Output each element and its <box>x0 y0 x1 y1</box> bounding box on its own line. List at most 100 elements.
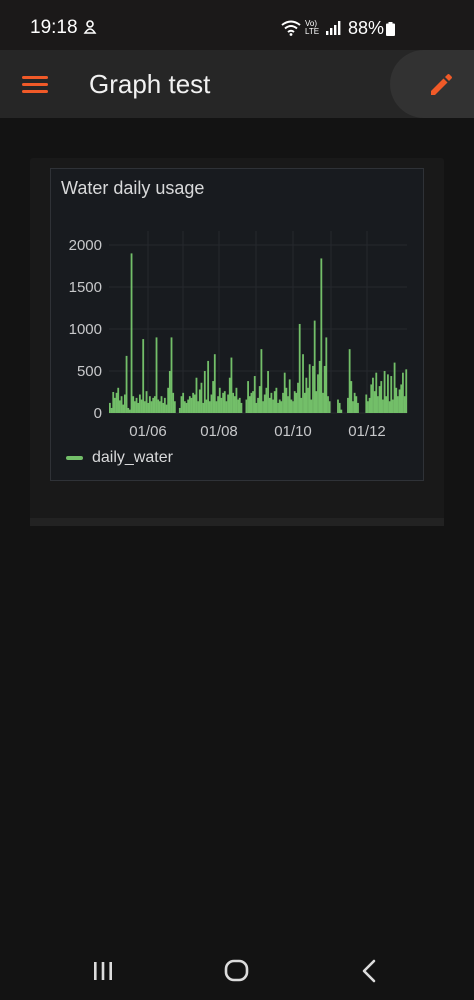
chart-bar <box>377 396 379 413</box>
water-usage-chart: 0 500 1000 1500 2000 01/06 01/08 01/10 01/12 <box>69 231 408 439</box>
chart-bar <box>267 371 269 413</box>
chart-bar <box>275 387 278 413</box>
chart-bar <box>328 401 331 413</box>
chart-bar <box>202 402 205 413</box>
edit-button[interactable] <box>390 50 474 118</box>
chart-bar <box>217 396 220 413</box>
system-nav-bar <box>0 940 474 1000</box>
chart-bar <box>253 376 256 413</box>
chart-bar <box>110 407 113 413</box>
chart-bar <box>215 401 218 413</box>
chart-bar <box>322 392 324 413</box>
chart-bar <box>127 407 130 413</box>
chart-bar <box>298 323 301 413</box>
chart-legend[interactable]: daily_water <box>66 449 173 467</box>
chart-bar <box>142 339 145 413</box>
status-time: 19:18 <box>30 17 78 38</box>
chart-bar <box>258 386 261 413</box>
chart-bar <box>402 372 404 413</box>
chart-bar <box>247 381 249 413</box>
panel-title: Water daily usage <box>61 178 205 198</box>
chart-bar <box>375 372 378 413</box>
pencil-icon <box>431 74 452 95</box>
chart-bar <box>297 382 299 413</box>
chart-bar <box>213 354 216 413</box>
chart-bar <box>293 391 296 413</box>
chart-bar <box>320 258 323 413</box>
chart-bar <box>370 384 373 413</box>
chart-bar <box>203 371 206 413</box>
back-icon[interactable] <box>360 959 378 983</box>
chart-bar <box>373 391 376 413</box>
chart-bar <box>353 392 356 413</box>
chart-bar <box>123 394 126 413</box>
chart-bar <box>245 399 248 413</box>
chart-bar <box>340 409 343 413</box>
home-icon[interactable] <box>224 959 250 983</box>
chart-bar <box>192 392 195 413</box>
chart-bar <box>155 337 158 413</box>
chart-bar <box>193 394 196 413</box>
x-tick-label: 01/06 <box>129 423 167 439</box>
chart-bar <box>197 401 200 413</box>
network-label: Vo) LTE <box>305 19 320 36</box>
chart-bar <box>227 394 230 413</box>
chart-bar <box>355 396 358 413</box>
chart-bar <box>112 392 115 413</box>
chart-bar <box>207 360 210 413</box>
chart-bar <box>282 392 284 413</box>
chart-bar <box>168 371 171 413</box>
chart-bar <box>148 396 151 413</box>
chart-panel[interactable]: Water daily usage 0 500 1000 1500 2000 01/06 0… <box>50 168 424 481</box>
chart-bar <box>200 382 203 413</box>
chart-bar <box>283 372 286 413</box>
page-title: Graph test <box>89 69 211 99</box>
chart-bar <box>130 253 133 413</box>
chart-bar <box>237 399 239 413</box>
signal-icon <box>326 21 341 35</box>
legend-swatch <box>66 456 83 460</box>
chart-bar <box>380 381 383 413</box>
chart-bar <box>323 365 326 413</box>
notification-icon <box>83 20 97 34</box>
chart-bar <box>157 399 160 413</box>
chart-bar <box>277 402 279 413</box>
recent-apps-icon[interactable] <box>92 961 114 981</box>
chart-bar <box>393 362 396 413</box>
chart-bar <box>230 357 233 413</box>
chart-bar <box>218 387 221 413</box>
chart-bar <box>403 396 406 413</box>
chart-bar <box>308 364 311 413</box>
chart-bar <box>208 401 211 413</box>
chart-bar <box>357 402 359 413</box>
chart-bar <box>167 387 170 413</box>
chart-bar <box>272 399 274 413</box>
chart-bar <box>190 397 193 413</box>
chart-bar <box>312 365 314 413</box>
chart-bar <box>270 392 273 413</box>
chart-bar <box>240 402 243 413</box>
chart-bar <box>280 401 283 413</box>
legend-label: daily_water <box>92 449 173 466</box>
chart-bar <box>285 387 288 413</box>
x-tick-label: 01/10 <box>274 423 312 439</box>
status-bar: 19:18 Vo) LTE 88% <box>0 0 474 50</box>
chart-bar <box>397 396 399 413</box>
chart-bar <box>388 401 391 413</box>
chart-bar <box>187 399 190 413</box>
chart-bar <box>125 355 128 413</box>
y-tick-label: 500 <box>77 363 102 380</box>
chart-bar <box>260 349 263 413</box>
chart-bar <box>238 397 241 413</box>
chart-bar <box>115 392 118 413</box>
chart-bar <box>232 392 235 413</box>
y-tick-label: 1500 <box>69 279 102 296</box>
y-tick-label: 0 <box>94 405 102 422</box>
x-tick-label: 01/12 <box>348 423 386 439</box>
chart-bar <box>390 376 393 413</box>
chart-bar <box>133 401 136 413</box>
chart-bar <box>160 396 163 413</box>
hamburger-menu-icon[interactable] <box>22 73 50 95</box>
chart-bar <box>113 397 116 413</box>
chart-bar <box>223 391 226 413</box>
